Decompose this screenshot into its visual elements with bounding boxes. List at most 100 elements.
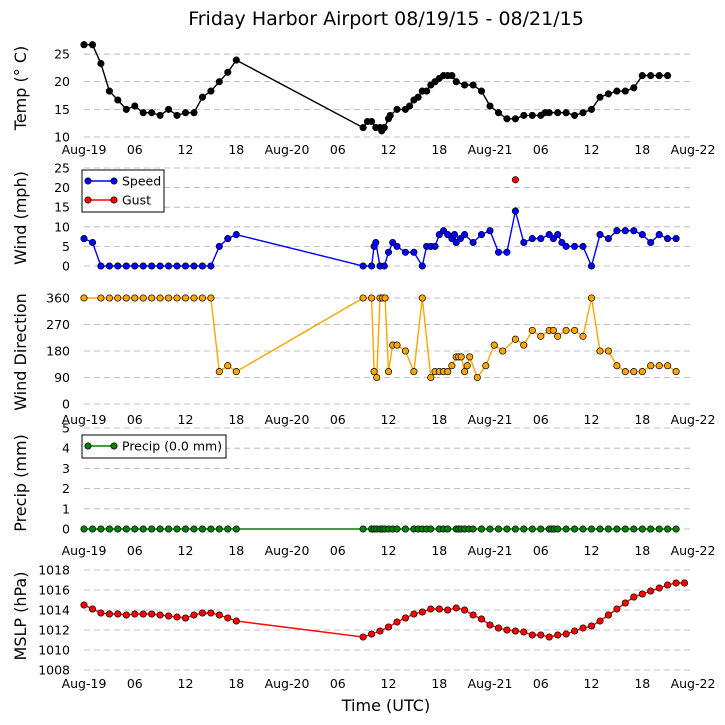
- data-point: [131, 610, 139, 618]
- data-point: [664, 72, 672, 80]
- data-point: [630, 84, 638, 92]
- data-point: [621, 368, 629, 376]
- x-tick-labels: Aug-19 06 12 18 Aug-20 06 12 18 Aug-21 06 12 18 Aug-…: [62, 412, 716, 427]
- y-tick-label: 0: [62, 522, 70, 537]
- data-point: [448, 362, 456, 370]
- data-point: [431, 242, 439, 250]
- data-point: [587, 525, 596, 533]
- x-tick-label: 06: [127, 142, 143, 157]
- data-point: [384, 623, 393, 631]
- x-tick-label: 06: [533, 676, 549, 691]
- y-tick-label: 3: [62, 461, 70, 476]
- data-point: [621, 87, 629, 95]
- data-point: [232, 56, 240, 64]
- data-point: [232, 368, 240, 376]
- y-tick-label: 10: [54, 130, 70, 145]
- x-tick-label: Aug-21: [468, 543, 513, 558]
- x-tick-label: 06: [330, 142, 346, 157]
- y-tick-label: 20: [54, 74, 70, 89]
- data-point: [368, 630, 376, 638]
- data-point: [554, 109, 562, 117]
- data-point: [156, 294, 164, 302]
- x-tick-label: 06: [330, 676, 346, 691]
- data-point: [450, 231, 459, 239]
- data-point: [359, 294, 367, 302]
- legend-marker: [110, 442, 118, 450]
- x-tick-label: 06: [533, 142, 549, 157]
- y-tick-label: 5: [62, 239, 70, 254]
- data-point: [224, 68, 232, 76]
- data-point: [207, 525, 215, 533]
- data-point: [207, 294, 215, 302]
- x-tick-label: 18: [634, 412, 650, 427]
- data-point: [579, 109, 587, 117]
- data-point: [469, 525, 477, 533]
- data-point: [571, 326, 579, 334]
- data-point: [114, 96, 122, 104]
- data-point: [520, 341, 528, 349]
- data-point: [562, 109, 570, 117]
- data-point: [393, 242, 401, 250]
- data-point: [173, 262, 181, 270]
- data-point: [232, 525, 240, 533]
- y-tick-label: 270: [46, 317, 70, 332]
- y-axis-label: MSLP (hPa): [11, 572, 30, 661]
- data-point: [207, 87, 215, 95]
- data-point: [373, 373, 381, 382]
- x-tick-label: Aug-19: [62, 543, 107, 558]
- data-point: [664, 525, 672, 533]
- data-point: [122, 611, 130, 619]
- data-point: [520, 111, 528, 119]
- data-point: [461, 606, 469, 614]
- data-point: [148, 262, 156, 270]
- x-tick-label: 18: [634, 142, 650, 157]
- y-tick-label: 1008: [38, 663, 70, 678]
- x-tick-label: Aug-20: [265, 412, 310, 427]
- data-point: [156, 525, 164, 533]
- data-point: [511, 176, 519, 184]
- data-point: [88, 605, 97, 613]
- data-point: [638, 590, 646, 598]
- y-tick-label: 4: [62, 441, 70, 456]
- data-point: [80, 41, 88, 49]
- data-point: [528, 525, 536, 533]
- data-point: [88, 238, 97, 247]
- data-point: [105, 610, 113, 618]
- data-point: [380, 262, 388, 270]
- data-point: [122, 525, 130, 533]
- data-point: [621, 227, 629, 235]
- y-tick-label: 10: [54, 219, 70, 234]
- data-point: [647, 238, 655, 247]
- data-point: [672, 525, 680, 533]
- data-point: [139, 109, 147, 117]
- data-point: [463, 362, 471, 370]
- data-point: [393, 105, 401, 113]
- data-point: [655, 362, 663, 370]
- legend-marker: [84, 177, 92, 185]
- x-tick-label: 18: [431, 142, 447, 157]
- y-tick-label: 1012: [38, 623, 70, 638]
- y-tick-label: 20: [54, 180, 70, 195]
- data-point: [105, 262, 113, 270]
- x-tick-label: Aug-20: [265, 676, 310, 691]
- data-point: [122, 262, 130, 270]
- data-point: [473, 373, 481, 382]
- x-tick-label: 12: [584, 676, 600, 691]
- data-point: [596, 347, 604, 355]
- data-point: [537, 235, 545, 243]
- data-point: [630, 593, 638, 601]
- x-tick-label: 18: [228, 142, 244, 157]
- x-tick-labels: Aug-19 06 12 18 Aug-20 06 12 18 Aug-21 06 12 18 Aug-…: [62, 676, 716, 691]
- data-point: [165, 262, 173, 270]
- data-point: [80, 235, 88, 243]
- data-point: [80, 294, 88, 302]
- data-point: [376, 627, 384, 635]
- data-point: [503, 115, 511, 123]
- data-point: [647, 587, 655, 595]
- x-tick-label: 06: [533, 412, 549, 427]
- data-point: [638, 72, 646, 80]
- data-point: [359, 124, 367, 132]
- data-point: [486, 621, 494, 629]
- x-tick-label: 06: [533, 543, 549, 558]
